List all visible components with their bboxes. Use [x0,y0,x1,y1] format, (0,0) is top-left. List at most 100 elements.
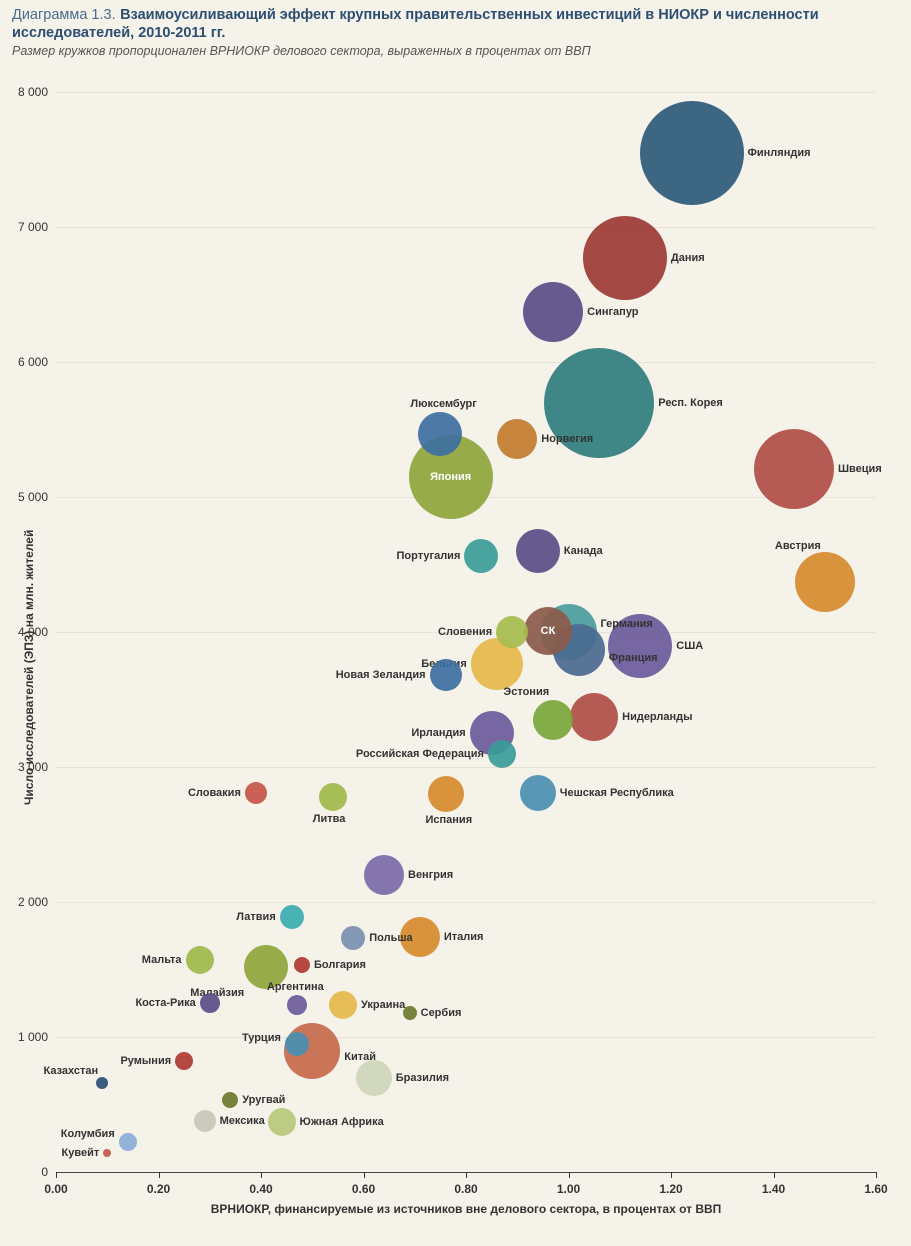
y-tick-label: 0 [41,1165,48,1179]
bubble-label: Швеция [838,463,882,475]
bubble-label: Испания [426,814,473,826]
bubble [570,693,618,741]
bubble-label: Коста-Рика [135,997,195,1009]
bubble-label: Португалия [397,550,461,562]
bubble-label: Норвегия [541,433,593,445]
bubble [488,740,516,768]
bubble [795,552,855,612]
bubble [175,1052,193,1070]
x-tick-label: 0.00 [44,1182,67,1196]
bubble-label: Германия [601,618,653,630]
y-tick-label: 5 000 [18,490,48,504]
bubble [516,529,560,573]
bubble-label: Румыния [120,1055,171,1067]
bubble-label: Литва [313,813,346,825]
x-axis-title: ВРНИОКР, финансируемые из источников вне… [211,1202,722,1216]
bubble-label: Дания [671,252,705,264]
x-tick-label: 1.60 [864,1182,887,1196]
bubble [285,1032,309,1056]
bubble [464,539,498,573]
bubble-label: Респ. Корея [658,397,723,409]
gridline-h [56,1037,876,1038]
bubble [200,993,220,1013]
bubble [403,1006,417,1020]
bubble [103,1149,111,1157]
gridline-h [56,92,876,93]
bubble-label: Финляндия [748,147,811,159]
x-tick-label: 0.60 [352,1182,375,1196]
bubble-label: Люксембург [410,398,476,410]
x-tick [569,1172,570,1178]
bubble [329,991,357,1019]
bubble-label: Аргентина [267,981,324,993]
bubble-label: Российская Федерация [356,748,484,760]
bubble-label: Словакия [188,787,241,799]
bubble-label: СК [541,625,556,637]
bubble-label: Италия [444,931,484,943]
bubble [364,855,404,895]
bubble-label: Ирландия [411,727,465,739]
x-tick-label: 1.20 [659,1182,682,1196]
gridline-h [56,227,876,228]
bubble-label: Турция [242,1032,281,1044]
x-tick-label: 1.40 [762,1182,785,1196]
bubble-label: Бразилия [396,1072,449,1084]
x-tick [364,1172,365,1178]
gridline-h [56,767,876,768]
bubble-label: Латвия [236,911,275,923]
bubble-label: Чешская Республика [560,787,674,799]
x-tick [261,1172,262,1178]
bubble [754,429,834,509]
bubble-label: Венгрия [408,869,453,881]
bubble-label: Австрия [775,540,821,552]
bubble-label: Франция [609,652,658,664]
bubble [430,659,462,691]
y-axis-title: Число исследователей (ЭПЗ) на млн. жител… [22,529,36,804]
bubble [640,101,744,205]
bubble-label: Польша [369,932,412,944]
x-tick [876,1172,877,1178]
bubble-label: Украина [361,999,405,1011]
bubble [222,1092,238,1108]
title-prefix: Диаграмма 1.3. [12,7,116,23]
x-tick-label: 0.80 [454,1182,477,1196]
bubble-label: Казахстан [43,1065,98,1077]
y-tick-label: 1 000 [18,1030,48,1044]
bubble [294,957,310,973]
bubble-label: Канада [564,545,603,557]
bubble [268,1108,296,1136]
x-tick-label: 0.20 [147,1182,170,1196]
bubble [356,1060,392,1096]
bubble [496,616,528,648]
bubble [533,700,573,740]
x-tick [466,1172,467,1178]
bubble-chart-plot: 01 0002 0003 0004 0005 0006 0007 0008 00… [56,92,876,1172]
bubble-label: Южная Африка [300,1116,384,1128]
x-tick [159,1172,160,1178]
bubble-label: Нидерланды [622,711,692,723]
bubble-label: Эстония [503,686,549,698]
title-main: Взаимоусиливающий эффект крупных правите… [12,7,819,41]
chart-title: Диаграмма 1.3. Взаимоусиливающий эффект … [12,6,892,42]
title-block: Диаграмма 1.3. Взаимоусиливающий эффект … [12,6,892,58]
x-tick-label: 0.40 [249,1182,272,1196]
bubble-label: Япония [430,471,471,483]
x-tick [671,1172,672,1178]
bubble [194,1110,216,1132]
bubble [245,782,267,804]
bubble [319,783,347,811]
bubble [428,776,464,812]
gridline-h [56,362,876,363]
bubble [280,905,304,929]
chart-subtitle: Размер кружков пропорционален ВРНИОКР де… [12,44,892,58]
bubble-label: Сингапур [587,306,638,318]
bubble-label: Кувейт [62,1147,100,1159]
bubble [341,926,365,950]
bubble-label: Сербия [421,1007,462,1019]
x-tick-label: 1.00 [557,1182,580,1196]
bubble-label: Колумбия [61,1128,115,1140]
bubble [497,419,537,459]
bubble [418,412,462,456]
bubble [287,995,307,1015]
bubble-label: Мексика [220,1115,265,1127]
